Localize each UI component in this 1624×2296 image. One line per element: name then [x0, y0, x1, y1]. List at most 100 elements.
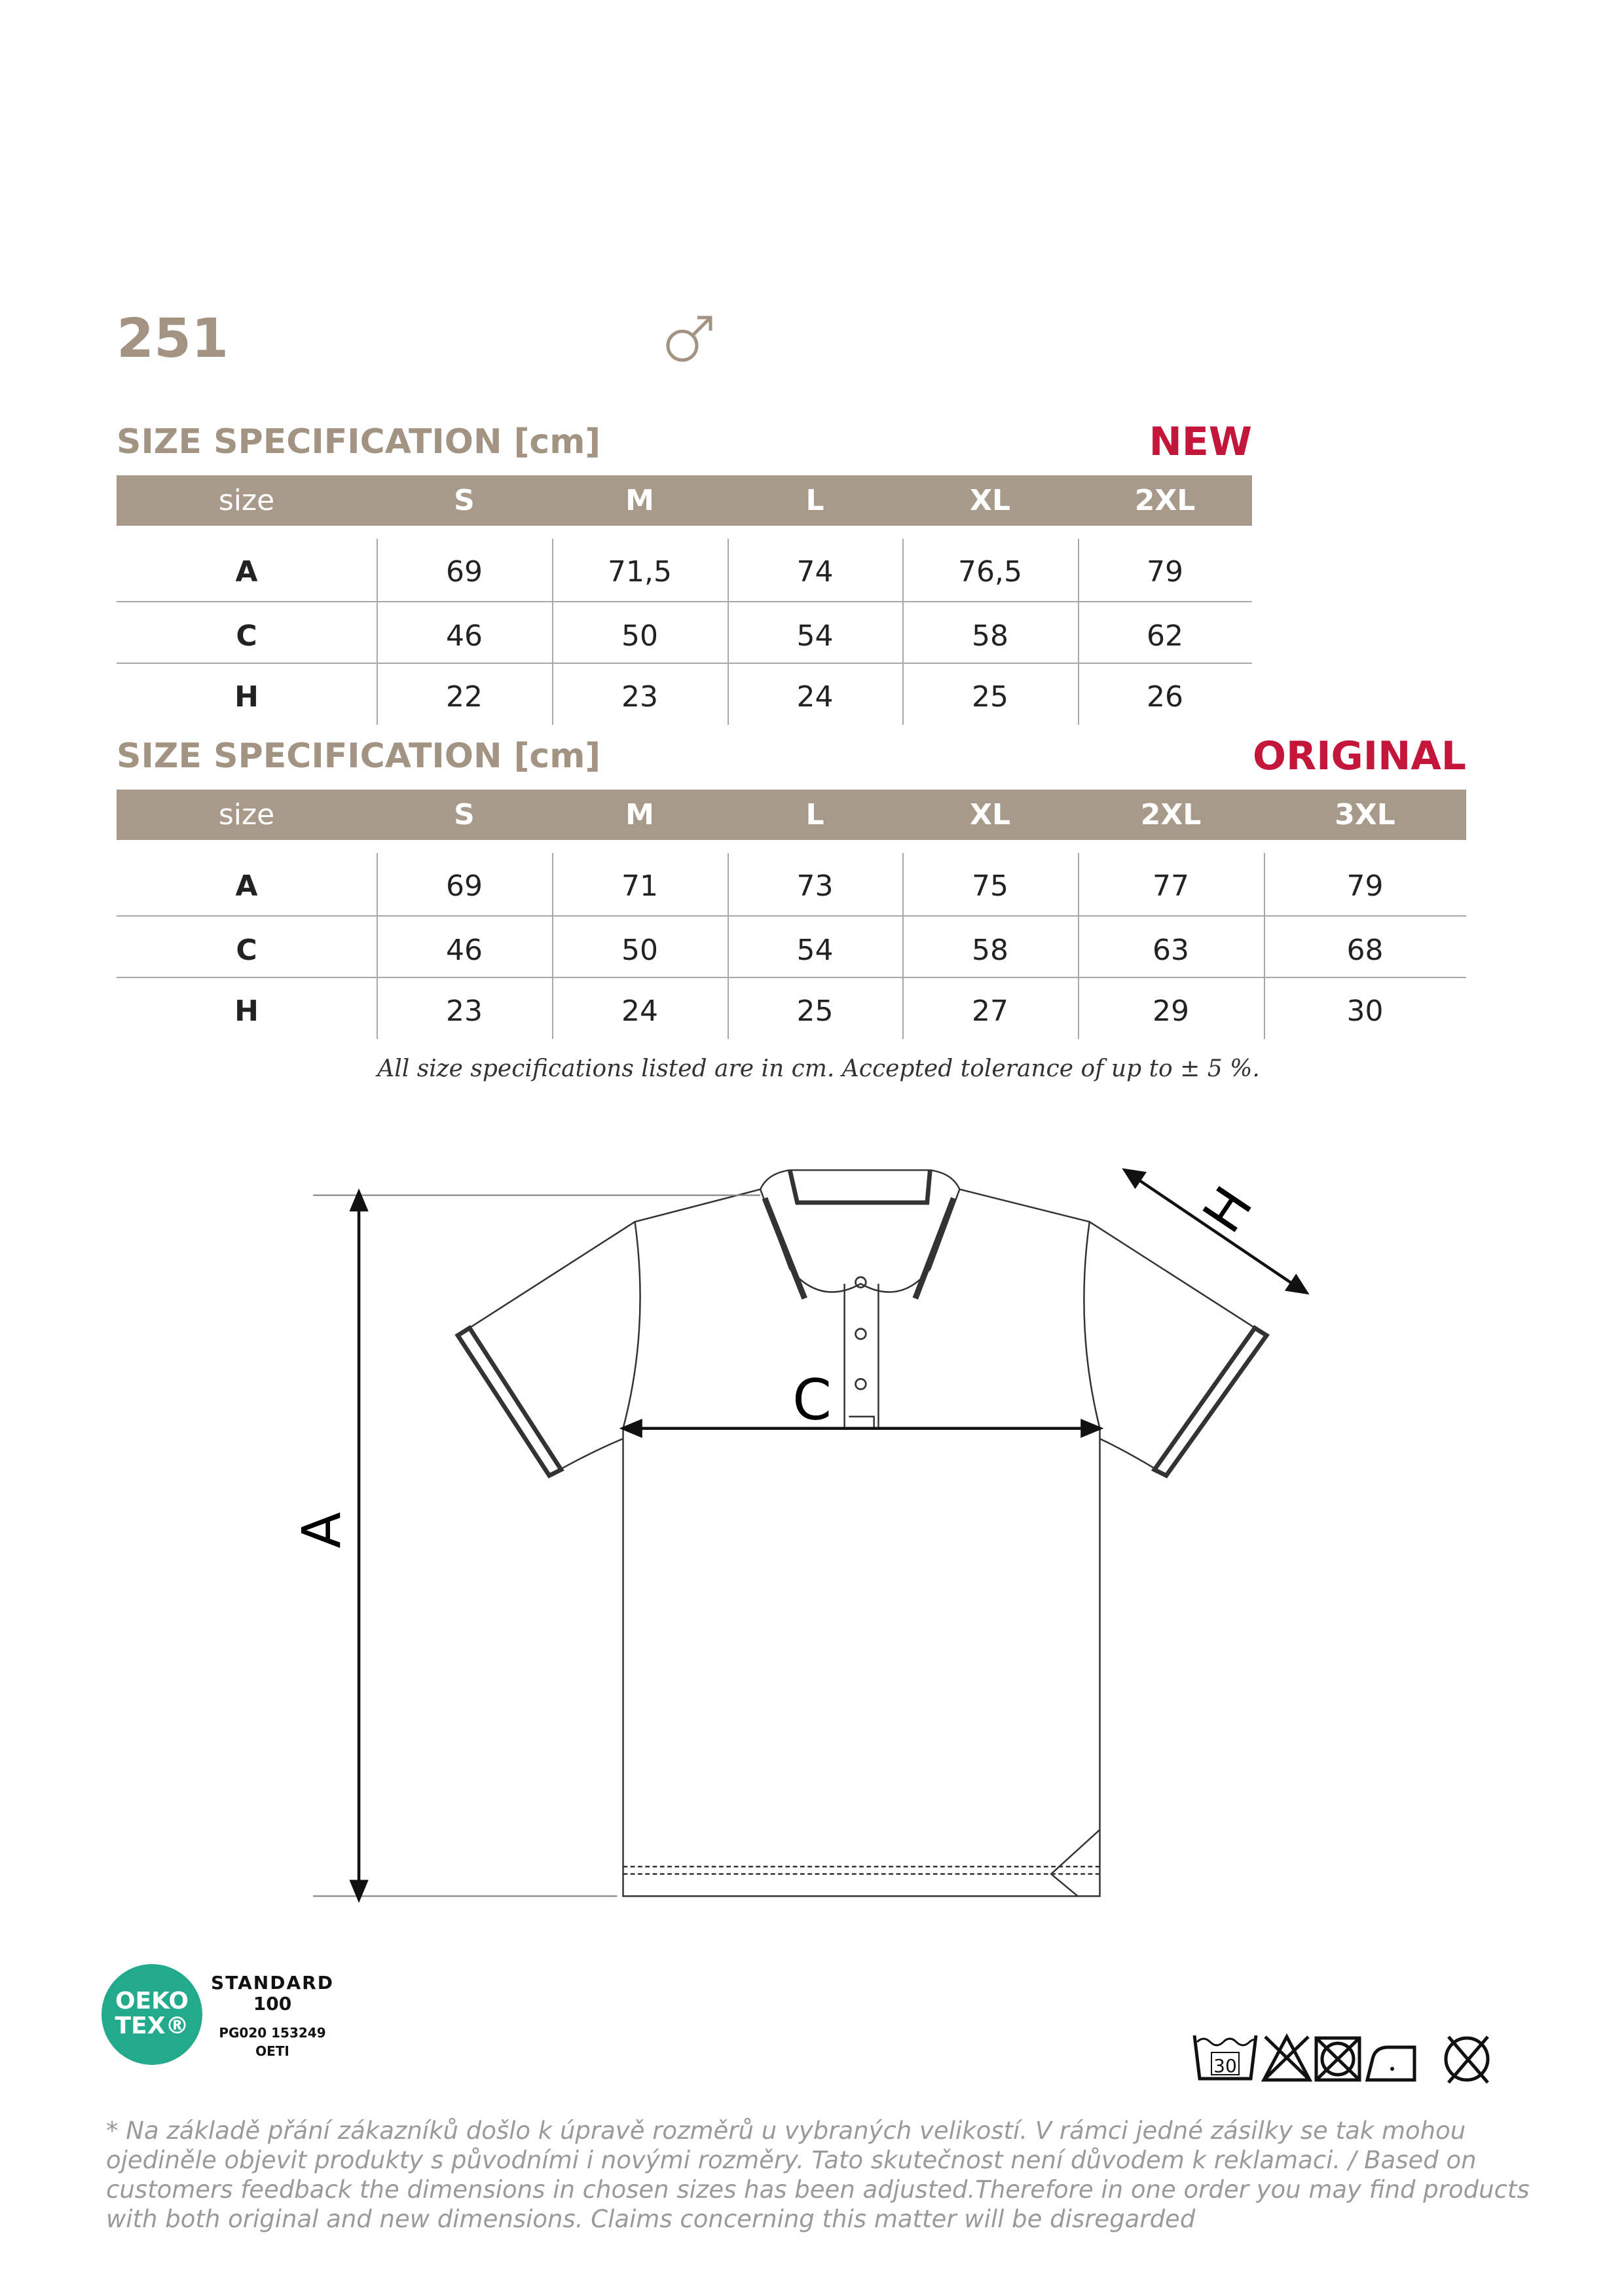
column-header: 2XL	[1134, 484, 1196, 517]
oeko-line2: TEX®	[115, 2013, 189, 2039]
table-cell: H	[234, 680, 259, 714]
table-cell: 79	[1346, 869, 1384, 903]
table-cell: 76,5	[958, 555, 1022, 589]
oeko-line1: OEKO	[115, 1988, 189, 2014]
table-cell: 69	[446, 555, 483, 589]
table-cell: 63	[1153, 934, 1189, 967]
table-cell: 24	[621, 994, 658, 1028]
iron-low-icon	[1365, 2045, 1416, 2082]
column-divider	[902, 853, 904, 1039]
guide-lines	[313, 1194, 761, 1897]
table-cell: 23	[446, 994, 483, 1028]
cert-code: PG020 153249	[219, 2025, 326, 2041]
table-cell: 58	[972, 934, 1008, 967]
column-divider	[552, 539, 553, 725]
cert-institute: OETI	[255, 2043, 289, 2059]
oeko-tex-logo: OEKO TEX®	[101, 1964, 202, 2065]
column-divider	[1078, 853, 1079, 1039]
no-tumble-dry-icon	[1314, 2036, 1361, 2082]
table-cell: 25	[796, 994, 834, 1028]
table-cell: H	[234, 994, 259, 1028]
column-divider	[1078, 539, 1079, 725]
table-cell: C	[236, 934, 257, 967]
no-dry-clean-icon	[1444, 2035, 1490, 2084]
column-header: 2XL	[1140, 798, 1202, 831]
arrow-h	[1130, 1173, 1301, 1290]
table-cell: 77	[1153, 869, 1189, 903]
table-cell: A	[235, 869, 258, 903]
care-symbols: 30	[1192, 2033, 1490, 2084]
label-c: C	[792, 1368, 832, 1433]
column-divider	[552, 853, 553, 1039]
label-h: H	[1192, 1176, 1265, 1244]
table-cell: 71	[621, 869, 658, 903]
new-tag: NEW	[1149, 419, 1252, 465]
column-header: S	[454, 484, 475, 517]
table-cell: 62	[1147, 619, 1183, 653]
cert-standard: STANDARD	[211, 1972, 334, 1994]
table-cell: 30	[1346, 994, 1384, 1028]
model-number: 251	[117, 308, 229, 370]
column-divider	[377, 853, 378, 1039]
cert-number: 100	[253, 1993, 292, 2014]
table-cell: 27	[972, 994, 1008, 1028]
tolerance-note: All size specifications listed are in cm…	[377, 1055, 1260, 1082]
wash-30-icon	[1192, 2035, 1258, 2081]
table-cell: 54	[796, 934, 834, 967]
column-header: 3XL	[1335, 798, 1395, 831]
column-header: size	[218, 798, 275, 831]
table-cell: 50	[621, 934, 658, 967]
table-cell: 68	[1346, 934, 1384, 967]
table-cell: 22	[446, 680, 483, 714]
table-cell: 25	[972, 680, 1008, 714]
no-bleach-icon	[1261, 2033, 1313, 2082]
row-divider	[117, 977, 1466, 978]
table-cell: 46	[446, 934, 483, 967]
table-cell: 74	[796, 555, 834, 589]
table-cell: 54	[796, 619, 834, 653]
original-tag: ORIGINAL	[1253, 733, 1466, 779]
column-divider	[728, 539, 729, 725]
table-header: size S M L XL 2XL 3XL	[117, 790, 1466, 840]
column-header: M	[625, 798, 654, 831]
table-cell: 23	[621, 680, 658, 714]
original-table-heading: SIZE SPECIFICATION [cm]	[117, 737, 601, 776]
column-header: size	[218, 484, 275, 517]
wash-temp: 30	[1213, 2055, 1237, 2077]
table-cell: 58	[972, 619, 1008, 653]
table-cell: 24	[796, 680, 834, 714]
table-cell: 46	[446, 619, 483, 653]
row-divider	[117, 915, 1466, 917]
table-cell: 26	[1147, 680, 1183, 714]
column-divider	[377, 539, 378, 725]
column-divider	[1264, 853, 1265, 1039]
row-divider	[117, 601, 1252, 602]
male-symbol-icon	[666, 316, 712, 362]
shirt-outline	[454, 1169, 1270, 1897]
column-divider	[728, 853, 729, 1039]
table-header: size S M L XL 2XL	[117, 475, 1252, 526]
column-header: XL	[970, 484, 1010, 517]
footer-disclaimer: * Na základě přání zákazníků došlo k úpr…	[106, 2117, 1530, 2233]
table-cell: A	[235, 555, 258, 589]
buttons	[855, 1276, 867, 1391]
new-table-heading: SIZE SPECIFICATION [cm]	[117, 422, 601, 462]
column-header: S	[454, 798, 475, 831]
table-cell: 71,5	[608, 555, 672, 589]
row-divider	[117, 663, 1252, 664]
column-header: L	[805, 798, 824, 831]
table-cell: 50	[621, 619, 658, 653]
table-cell: 29	[1153, 994, 1189, 1028]
column-header: L	[805, 484, 824, 517]
column-divider	[902, 539, 904, 725]
column-header: XL	[970, 798, 1010, 831]
table-cell: C	[236, 619, 257, 653]
table-cell: 75	[972, 869, 1008, 903]
column-header: M	[625, 484, 654, 517]
table-cell: 73	[796, 869, 834, 903]
measure-arrows	[349, 1168, 1310, 1903]
label-a: A	[291, 1512, 353, 1548]
table-cell: 69	[446, 869, 483, 903]
table-cell: 79	[1147, 555, 1183, 589]
